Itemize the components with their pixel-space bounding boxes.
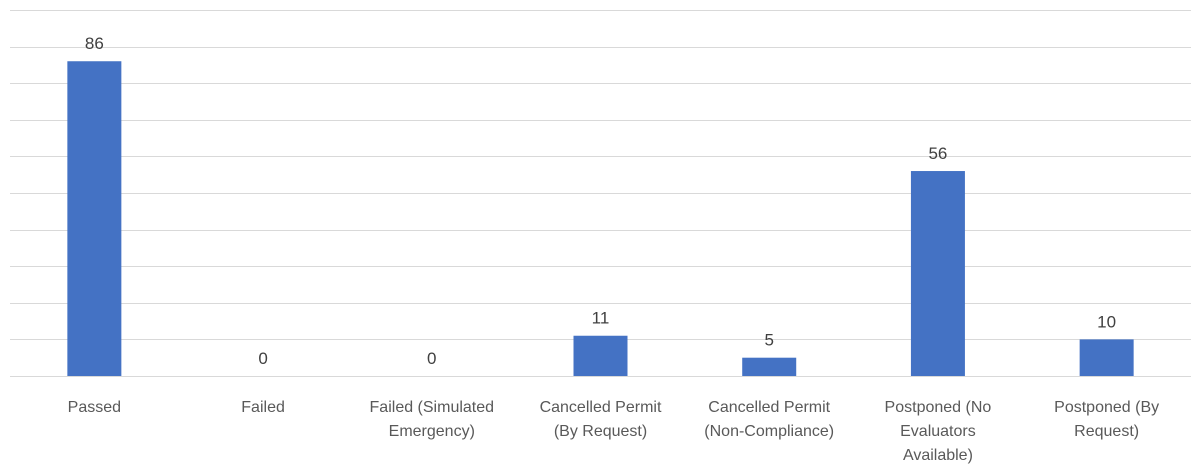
category-label: Failed [241,399,285,416]
category-label-line: Failed (Simulated [370,399,495,416]
category-label-line: Postponed (No [885,399,992,416]
data-label: 0 [427,349,436,368]
data-label: 56 [928,144,947,163]
category-label-line: Evaluators [900,423,976,440]
category-label: Passed [68,399,121,416]
category-label: Cancelled Permit (By Request) [540,399,662,440]
category-label: Postponed (No Evaluators Available) [885,399,992,464]
category-label-line: Failed [241,399,285,416]
bar [742,357,797,376]
category-label-line: (By Request) [554,423,647,440]
category-label-line: Emergency) [389,423,475,440]
data-label: 5 [764,331,773,350]
bars [67,61,1134,377]
data-label: 86 [85,34,104,53]
category-labels: Passed Failed Failed (Simulated Emergency) C… [68,399,1159,464]
gridlines [10,10,1191,340]
bar [67,61,122,377]
category-label-line: Postponed (By [1054,399,1159,416]
data-labels: 86 0 0 11 5 56 10 [85,34,1116,368]
category-label-line: (Non-Compliance) [704,423,834,440]
bar [910,171,965,376]
category-label-line: Cancelled Permit [540,399,662,416]
data-label: 11 [592,309,610,328]
data-label: 10 [1097,312,1116,331]
bar [1079,339,1134,376]
data-label: 0 [258,349,267,368]
category-label-line: Request) [1074,423,1139,440]
category-label-line: Cancelled Permit [708,399,830,416]
category-label: Cancelled Permit (Non-Compliance) [704,399,834,440]
category-label: Failed (Simulated Emergency) [370,399,495,440]
bar [573,335,628,376]
category-label: Postponed (By Request) [1054,399,1159,440]
category-label-line: Passed [68,399,121,416]
category-label-line: Available) [903,447,973,464]
